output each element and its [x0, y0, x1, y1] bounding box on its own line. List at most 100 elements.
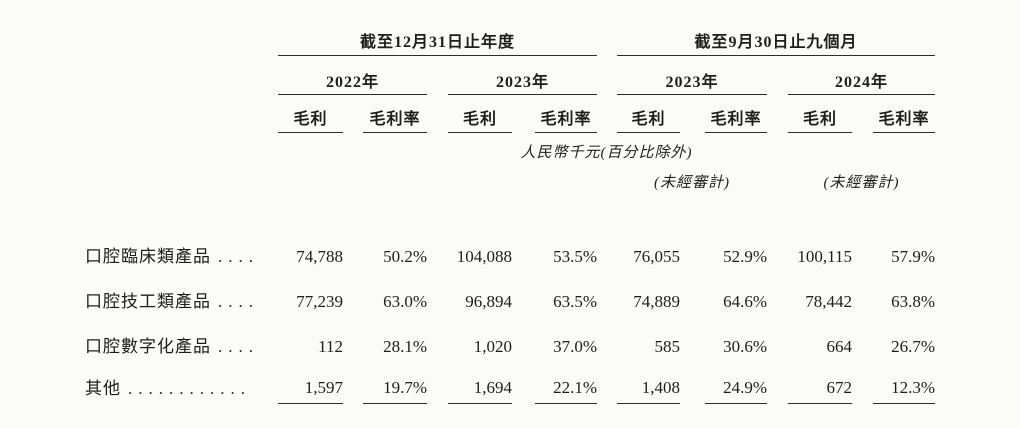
- table-row-digital: 口腔數字化產品.... 112 28.1% 1,020 37.0% 585 30…: [85, 321, 935, 366]
- column-gap: [512, 95, 535, 133]
- column-gap: [512, 321, 535, 366]
- dot-leader: ....: [218, 247, 259, 266]
- currency-note-row: 人民幣千元(百分比除外): [85, 133, 935, 164]
- column-gap: [680, 230, 705, 276]
- column-gap: [597, 404, 617, 428]
- column-gap: [597, 28, 617, 56]
- table-row-technical: 口腔技工類產品.... 77,239 63.0% 96,894 63.5% 74…: [85, 276, 935, 321]
- column-gap: [512, 276, 535, 321]
- col-header-gross-profit-margin: 毛利率: [705, 94, 768, 133]
- column-gap: [343, 230, 363, 276]
- data-cell: 76,055: [633, 247, 681, 266]
- column-gap: [597, 230, 617, 276]
- data-cell: 22.1%: [535, 366, 598, 404]
- empty-cell: [85, 95, 278, 133]
- data-cell: 53.5%: [553, 247, 598, 266]
- column-gap: [852, 404, 873, 428]
- spacer-row: [85, 194, 935, 230]
- column-gap: [427, 276, 448, 321]
- table-row-total: 總計............ 153,736 54.9% 203,696 57.…: [85, 403, 936, 428]
- data-cell: 64.6%: [723, 292, 768, 311]
- column-gap: [767, 276, 788, 321]
- table-row-other: 其他............ 1,597 19.7% 1,694 22.1% 1…: [85, 366, 936, 404]
- col-header-gross-profit-margin: 毛利率: [363, 94, 427, 133]
- row-label: 其他: [85, 378, 121, 398]
- column-gap: [767, 230, 788, 276]
- empty-cell: [85, 28, 278, 56]
- total-cell: 203,696: [448, 403, 512, 428]
- data-cell: 664: [826, 337, 853, 356]
- column-gap: [512, 366, 535, 404]
- empty-cell: [85, 133, 278, 164]
- year-header-2023: 2023年: [448, 55, 598, 95]
- data-cell: 672: [788, 366, 853, 404]
- col-header-gross-profit-margin: 毛利率: [535, 94, 598, 133]
- dot-leader: ....: [218, 292, 259, 311]
- column-gap: [427, 366, 448, 404]
- data-cell: 63.8%: [891, 292, 936, 311]
- data-cell: 1,020: [473, 337, 512, 356]
- column-gap: [597, 95, 617, 133]
- group-header-year-ended: 截至12月31日止年度: [278, 28, 598, 56]
- column-gap: [597, 366, 617, 404]
- column-gap: [427, 321, 448, 366]
- column-header-row: 毛利 毛利率 毛利 毛利率 毛利 毛利率 毛利 毛利率: [85, 94, 936, 133]
- col-header-gross-profit-margin: 毛利率: [873, 94, 936, 133]
- row-label-cell: 其他............: [85, 366, 278, 404]
- total-cell: 153,736: [278, 403, 343, 428]
- data-cell: 63.5%: [553, 292, 598, 311]
- column-gap: [852, 276, 873, 321]
- column-gap: [767, 56, 788, 95]
- data-cell: 1,597: [278, 366, 343, 404]
- data-cell: 104,088: [456, 247, 512, 266]
- year-header-2023-9m: 2023年: [617, 55, 768, 95]
- dot-leader: ............: [128, 378, 251, 398]
- column-gap: [852, 366, 873, 404]
- empty-cell: [85, 56, 278, 95]
- data-cell: 12.3%: [873, 366, 936, 404]
- unaudited-note-1: (未經審計): [654, 175, 731, 191]
- column-gap: [343, 366, 363, 404]
- row-label-cell: 口腔技工類產品....: [85, 276, 278, 321]
- row-label-cell: 口腔數字化產品....: [85, 321, 278, 366]
- data-cell: 74,889: [633, 292, 681, 311]
- data-cell: 24.9%: [705, 366, 768, 404]
- data-cell: 96,894: [465, 292, 512, 311]
- year-header-row: 2022年 2023年 2023年 2024年: [85, 55, 936, 95]
- data-cell: 28.1%: [383, 337, 427, 356]
- empty-cell: [278, 163, 597, 194]
- data-cell: 1,694: [448, 366, 512, 404]
- data-cell: 30.6%: [723, 337, 768, 356]
- data-cell: 57.9%: [891, 247, 936, 266]
- data-cell: 100,115: [797, 247, 853, 266]
- spacer: [85, 194, 935, 230]
- column-gap: [597, 276, 617, 321]
- column-gap: [767, 404, 788, 428]
- column-gap: [343, 321, 363, 366]
- data-cell: 77,239: [296, 292, 343, 311]
- col-header-gross-profit: 毛利: [278, 94, 343, 133]
- column-gap: [680, 95, 705, 133]
- column-gap: [767, 163, 788, 194]
- row-label: 口腔臨床類產品: [85, 247, 211, 266]
- column-gap: [343, 95, 363, 133]
- column-gap: [427, 56, 448, 95]
- group-header-nine-months: 截至9月30日止九個月: [617, 28, 936, 56]
- empty-cell: [85, 163, 278, 194]
- year-header-2024-9m: 2024年: [788, 55, 936, 95]
- column-gap: [427, 230, 448, 276]
- column-gap: [852, 321, 873, 366]
- row-label-cell: 口腔臨床類產品....: [85, 230, 278, 276]
- row-label: 口腔數字化產品: [85, 337, 211, 356]
- data-cell: 74,788: [296, 247, 343, 266]
- column-gap: [680, 321, 705, 366]
- unaudited-note-row: (未經審計) (未經審計): [85, 163, 935, 194]
- column-gap: [852, 230, 873, 276]
- col-header-gross-profit: 毛利: [617, 94, 681, 133]
- gross-profit-margin-table: 截至12月31日止年度 截至9月30日止九個月 2022年 2023年 2023…: [85, 28, 936, 428]
- column-gap: [343, 404, 363, 428]
- column-gap: [512, 404, 535, 428]
- total-cell: 152,937: [617, 403, 681, 428]
- group-header-row: 截至12月31日止年度 截至9月30日止九個月: [85, 28, 936, 56]
